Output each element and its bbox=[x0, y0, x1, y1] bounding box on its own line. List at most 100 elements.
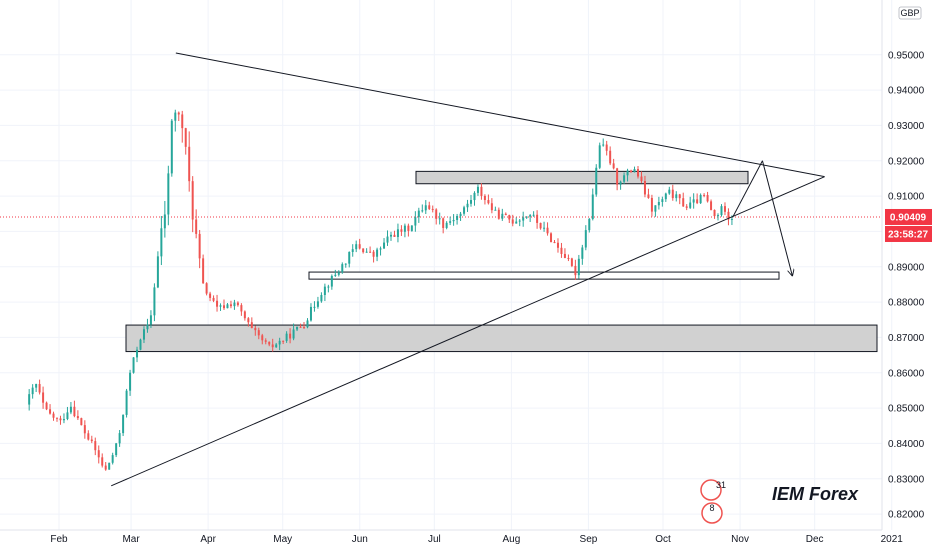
candle-body bbox=[689, 202, 692, 208]
candle-body bbox=[309, 306, 312, 321]
candle-body bbox=[661, 199, 664, 202]
projection-up-leg[interactable] bbox=[732, 160, 763, 218]
candle-body bbox=[570, 258, 573, 266]
resistance-zone[interactable] bbox=[415, 170, 749, 185]
candle-body bbox=[445, 222, 448, 228]
candle-body bbox=[243, 311, 246, 319]
candle-body bbox=[306, 320, 309, 328]
candle-body bbox=[198, 233, 201, 259]
y-tick-label: 0.92000 bbox=[888, 156, 925, 167]
candle-body bbox=[713, 209, 716, 217]
lower-trendline[interactable] bbox=[111, 176, 825, 487]
candle-body bbox=[229, 304, 232, 307]
candle-body bbox=[118, 433, 121, 444]
candle-body bbox=[473, 192, 476, 201]
candle-body bbox=[595, 167, 598, 195]
candle-body bbox=[101, 457, 104, 466]
time-axis[interactable]: Feb Mar Apr May Jun Jul Aug Sep Oct Nov Dec 2021 bbox=[0, 529, 903, 545]
candle-body bbox=[476, 186, 479, 193]
candle-body bbox=[424, 205, 427, 211]
candle-body bbox=[115, 443, 118, 456]
candle-body bbox=[421, 210, 424, 212]
candle-body bbox=[87, 433, 90, 440]
candle-body bbox=[181, 114, 184, 129]
candle-body bbox=[285, 333, 288, 341]
candle-body bbox=[470, 200, 473, 204]
candle-body bbox=[327, 286, 330, 288]
candle-body bbox=[146, 324, 149, 330]
candle-body bbox=[292, 329, 295, 339]
event-badge-icon[interactable] bbox=[700, 479, 722, 501]
candle-body bbox=[122, 414, 125, 434]
candle-body bbox=[299, 326, 302, 328]
candle-body bbox=[539, 222, 542, 229]
candle-body bbox=[104, 465, 107, 470]
candle-body bbox=[417, 210, 420, 218]
candle-body bbox=[184, 128, 187, 147]
candle-body bbox=[282, 340, 285, 342]
candle-body bbox=[341, 264, 344, 273]
candle-body bbox=[717, 215, 720, 217]
candle-body bbox=[567, 257, 570, 259]
last-price-label: 0.90409 bbox=[890, 212, 927, 223]
candle-body bbox=[504, 213, 507, 216]
event-badges[interactable]: 31 8 bbox=[700, 479, 726, 524]
price-axis[interactable]: 0.82000 0.83000 0.84000 0.85000 0.86000 0.870… bbox=[881, 0, 925, 530]
candle-body bbox=[296, 326, 299, 330]
candle-body bbox=[264, 340, 267, 342]
candle-body bbox=[553, 242, 556, 244]
candle-body bbox=[543, 227, 546, 229]
candle-body bbox=[303, 327, 306, 329]
candle-body bbox=[355, 244, 358, 250]
candle-body bbox=[414, 217, 417, 226]
projection-down-arrow[interactable] bbox=[761, 160, 792, 276]
candle-body bbox=[720, 206, 723, 216]
candle-body bbox=[31, 387, 34, 395]
candle-body bbox=[205, 283, 208, 294]
candle-body bbox=[692, 199, 695, 203]
support-zone[interactable] bbox=[125, 324, 878, 353]
candle-body bbox=[591, 194, 594, 220]
candle-body bbox=[73, 406, 76, 417]
candle-body bbox=[490, 203, 493, 211]
y-tick-label: 0.89000 bbox=[888, 262, 925, 273]
candle-body bbox=[438, 218, 441, 220]
candle-body bbox=[250, 322, 253, 328]
candle-body bbox=[216, 300, 219, 307]
candle-body bbox=[727, 211, 730, 220]
candle-body bbox=[45, 402, 48, 410]
candle-body bbox=[612, 163, 615, 169]
currency-label: GBP bbox=[898, 6, 922, 20]
candle-body bbox=[80, 418, 83, 426]
candle-body bbox=[379, 248, 382, 250]
earnings-badge-icon[interactable] bbox=[701, 502, 723, 524]
candle-body bbox=[682, 198, 685, 207]
candle-body bbox=[38, 384, 41, 393]
candle-body bbox=[616, 168, 619, 185]
y-tick-label: 0.91000 bbox=[888, 192, 925, 203]
candle-body bbox=[623, 175, 626, 182]
candle-body bbox=[226, 304, 229, 309]
candle-body bbox=[94, 441, 97, 451]
candle-body bbox=[556, 242, 559, 248]
candle-body bbox=[403, 225, 406, 232]
candle-body bbox=[546, 227, 549, 234]
candle-body bbox=[383, 242, 386, 249]
candle-body bbox=[605, 144, 608, 151]
x-tick-label: Apr bbox=[200, 534, 216, 545]
candle-body bbox=[654, 205, 657, 212]
candle-body bbox=[730, 218, 733, 220]
candle-body bbox=[703, 194, 706, 196]
target-band[interactable] bbox=[308, 271, 780, 280]
candle-body bbox=[125, 390, 128, 415]
candle-body bbox=[330, 275, 333, 287]
upper-trendline[interactable] bbox=[175, 52, 825, 178]
candle-body bbox=[275, 344, 278, 348]
candle-body bbox=[410, 225, 413, 231]
plot-area[interactable] bbox=[0, 0, 882, 530]
candle-body bbox=[142, 329, 145, 340]
candle-body bbox=[685, 206, 688, 208]
candle-body bbox=[344, 263, 347, 265]
